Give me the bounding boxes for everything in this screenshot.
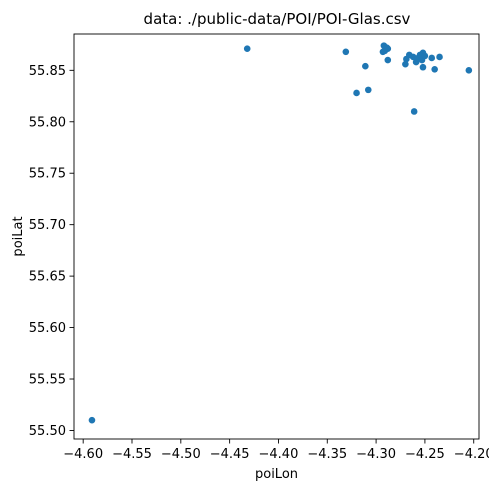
data-point (384, 56, 392, 64)
data-points (88, 42, 473, 424)
x-axis-ticks: −4.60 −4.55 −4.50 −4.45 −4.40 −4.35 −4.30 −4.25… (63, 439, 489, 462)
data-point (421, 52, 429, 60)
data-point (88, 416, 96, 424)
y-axis-label: poiLat (11, 216, 26, 256)
data-point (402, 60, 409, 68)
y-tick-label: 55.75 (29, 167, 66, 182)
data-point (410, 108, 418, 115)
data-point (419, 63, 427, 71)
data-point (362, 62, 369, 70)
y-tick-label: 55.60 (29, 321, 66, 336)
x-tick-label: −4.45 (210, 447, 250, 462)
x-tick-label: −4.50 (161, 447, 201, 462)
y-tick-label: 55.55 (29, 373, 66, 388)
data-point (465, 67, 473, 74)
y-tick-label: 55.70 (29, 218, 66, 233)
y-tick-label: 55.85 (29, 64, 66, 79)
x-tick-label: −4.25 (405, 447, 445, 462)
y-tick-label: 55.65 (29, 270, 66, 285)
data-point (428, 54, 436, 62)
chart-title: data: ./public-data/POI/POI-Glas.csv (144, 10, 411, 28)
data-point (431, 65, 438, 73)
data-point (243, 45, 251, 53)
data-point (384, 45, 392, 53)
x-axis-label: poiLon (255, 467, 298, 482)
x-tick-label: −4.60 (63, 447, 103, 462)
data-point (364, 86, 372, 94)
y-tick-label: 55.50 (29, 424, 66, 439)
x-tick-label: −4.20 (454, 447, 489, 462)
data-point (436, 53, 443, 61)
x-tick-label: −4.35 (307, 447, 347, 462)
plot-frame (73, 33, 480, 440)
data-point (353, 89, 360, 97)
data-point (342, 48, 350, 56)
x-tick-label: −4.30 (356, 447, 396, 462)
x-tick-label: −4.40 (259, 447, 299, 462)
x-tick-label: −4.55 (112, 447, 152, 462)
y-tick-label: 55.80 (29, 115, 66, 130)
y-axis-ticks: 55.50 55.55 55.60 55.65 55.70 55.75 55.80 55.85 (29, 64, 74, 439)
